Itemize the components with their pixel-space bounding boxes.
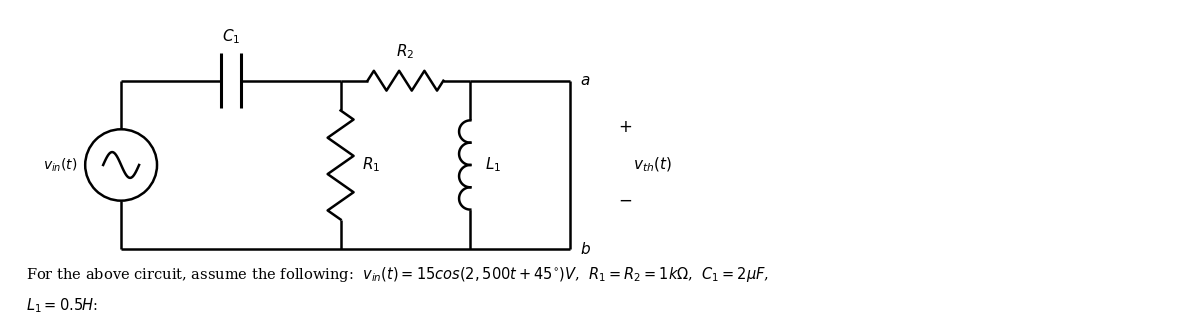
- Text: $+$: $+$: [618, 119, 632, 136]
- Text: $v_{th}(t)$: $v_{th}(t)$: [632, 156, 672, 174]
- Text: $R_1$: $R_1$: [361, 156, 380, 174]
- Text: $-$: $-$: [618, 191, 632, 208]
- Text: $L_1 = 0.5H$:: $L_1 = 0.5H$:: [26, 296, 98, 315]
- Text: $L_1$: $L_1$: [485, 156, 502, 174]
- Text: $b$: $b$: [580, 241, 590, 257]
- Text: $v_{in}(t)$: $v_{in}(t)$: [43, 156, 77, 174]
- Text: For the above circuit, assume the following:  $v_{in}(t) = 15cos(2,500t + 45^{\c: For the above circuit, assume the follow…: [26, 265, 769, 283]
- Text: $a$: $a$: [580, 74, 590, 88]
- Text: $C_1$: $C_1$: [222, 27, 240, 46]
- Text: $R_2$: $R_2$: [396, 42, 414, 61]
